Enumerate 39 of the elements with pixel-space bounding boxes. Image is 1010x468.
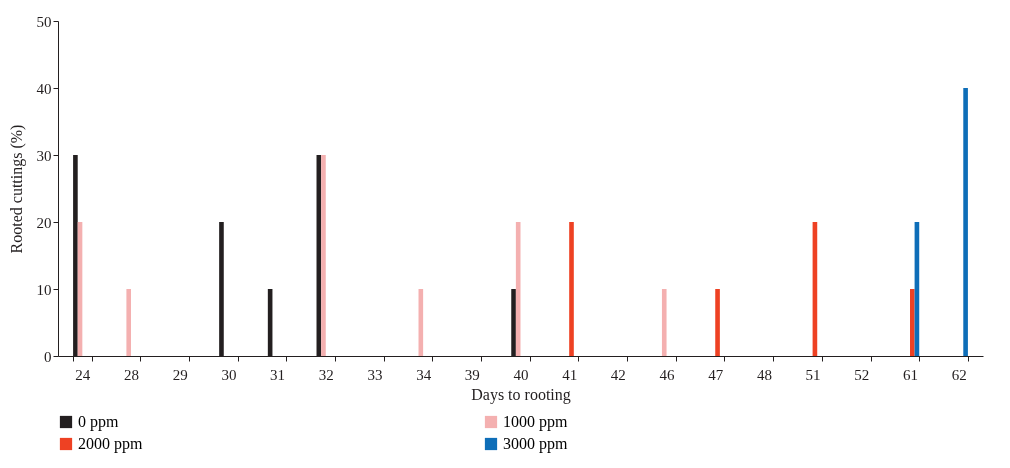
y-axis-title: Rooted cuttings (%) — [7, 124, 26, 254]
x-tick-label: 61 — [902, 366, 918, 383]
bar — [661, 289, 667, 356]
x-tick-label: 24 — [75, 366, 91, 383]
y-tick-label: 30 — [36, 147, 52, 164]
bar — [963, 88, 968, 356]
bar — [515, 222, 521, 356]
bar — [321, 155, 326, 356]
bar — [715, 289, 720, 356]
y-tick-label: 0 — [44, 348, 52, 365]
x-tick-label: 46 — [659, 366, 676, 383]
legend-label: 3000 ppm — [503, 435, 568, 453]
x-tick-label: 34 — [416, 366, 432, 383]
x-tick-label: 40 — [513, 366, 529, 383]
legend-label: 1000 ppm — [503, 413, 568, 431]
x-tick-label: 42 — [610, 366, 626, 383]
x-tick-label: 47 — [708, 366, 724, 383]
x-tick-label: 62 — [951, 366, 967, 383]
legend-label: 0 ppm — [78, 413, 119, 431]
x-tick-label: 48 — [756, 366, 772, 383]
y-tick-label: 50 — [36, 13, 52, 30]
legend-label: 2000 ppm — [78, 435, 143, 453]
x-tick-label: 28 — [124, 366, 140, 383]
x-tick-label: 51 — [805, 366, 821, 383]
x-tick-label: 31 — [270, 366, 286, 383]
bar — [909, 289, 915, 356]
x-tick-label: 52 — [854, 366, 870, 383]
x-tick-label: 39 — [464, 366, 480, 383]
y-tick-label: 40 — [36, 80, 52, 97]
x-tick-label: 32 — [318, 366, 334, 383]
x-tick-label: 30 — [221, 366, 237, 383]
y-tick-label: 20 — [36, 214, 52, 231]
x-axis-title: Days to rooting — [471, 385, 571, 404]
x-tick-label: 33 — [367, 366, 383, 383]
x-tick-label: 29 — [172, 366, 188, 383]
bar — [569, 222, 574, 356]
bar — [126, 289, 132, 356]
y-tick-label: 10 — [36, 281, 52, 298]
x-tick-label: 41 — [562, 366, 578, 383]
